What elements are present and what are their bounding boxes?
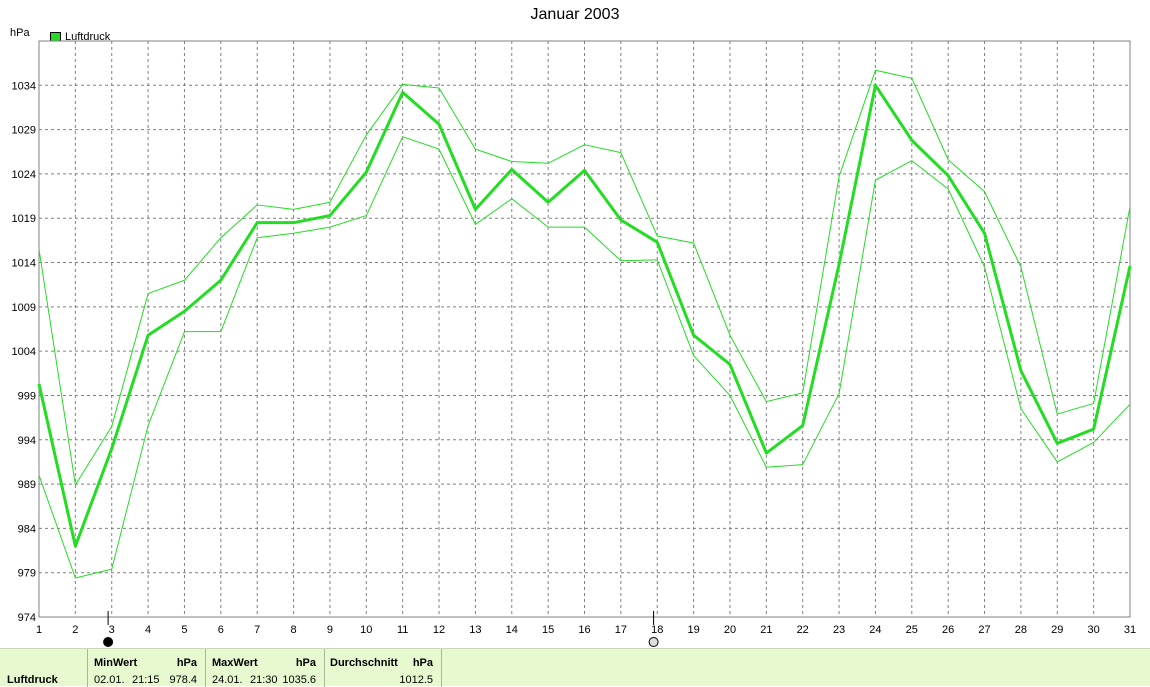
y-tick-label: 1009 [12, 302, 36, 314]
x-tick-label: 29 [1051, 624, 1063, 636]
series-line-max [38, 69, 1131, 486]
y-tick-label: 994 [18, 435, 36, 447]
avg-value: 1012.5 [399, 674, 433, 686]
max-unit: hPa [295, 657, 316, 669]
x-tick-label: 26 [942, 624, 954, 636]
y-tick-label: 1034 [12, 80, 36, 92]
y-tick-label: 989 [18, 479, 36, 491]
x-tick-label: 27 [978, 624, 990, 636]
min-value: 978.4 [169, 674, 197, 686]
x-tick-label: 2 [72, 624, 78, 636]
x-tick-label: 21 [760, 624, 772, 636]
chart-title: Januar 2003 [530, 6, 620, 23]
min-unit: hPa [176, 657, 197, 669]
full-moon-icon [103, 637, 114, 647]
footer-series-label: Luftdruck [7, 674, 58, 686]
x-tick-label: 7 [254, 624, 260, 636]
x-tick-label: 8 [291, 624, 297, 636]
x-tick-label: 9 [327, 624, 333, 636]
x-tick-label: 5 [181, 624, 187, 636]
summary-footer: Luftdruck MinWert hPa 02.01. 21:15 978.4… [0, 648, 1150, 687]
y-tick-label: 1014 [12, 258, 36, 270]
max-header: MaxWert [212, 657, 258, 669]
x-tick-label: 25 [906, 624, 918, 636]
y-tick-label: 979 [18, 568, 36, 580]
x-tick-label: 4 [145, 624, 151, 636]
x-tick-label: 10 [360, 624, 372, 636]
x-tick-label: 16 [578, 624, 590, 636]
footer-series-cell: Luftdruck [0, 649, 88, 687]
x-tick-label: 19 [687, 624, 699, 636]
min-date: 02.01. [94, 674, 125, 686]
y-tick-label: 1019 [12, 213, 36, 225]
series-line-mean [37, 83, 1132, 548]
series-line-min [38, 136, 1131, 579]
min-header: MinWert [94, 657, 138, 669]
legend-label: Luftdruck [65, 31, 111, 43]
x-tick-label: 14 [506, 624, 518, 636]
x-tick-label: 6 [218, 624, 224, 636]
chart-plot: 9749799849899949991004100910141019102410… [12, 40, 1136, 647]
avg-header: Durchschnitt [330, 657, 398, 669]
min-time: 21:15 [132, 674, 160, 686]
footer-max-cell: MaxWert hPa 24.01. 21:30 1035.6 [206, 649, 325, 687]
x-tick-label: 24 [869, 624, 881, 636]
y-axis-unit: hPa [10, 27, 30, 39]
x-tick-label: 11 [397, 624, 408, 636]
x-tick-label: 18 [651, 624, 663, 636]
footer-avg-cell: Durchschnitt hPa 1012.5 [325, 649, 442, 687]
x-tick-label: 23 [833, 624, 845, 636]
x-tick-label: 1 [36, 624, 42, 636]
y-tick-label: 984 [18, 523, 36, 535]
footer-min-cell: MinWert hPa 02.01. 21:15 978.4 [88, 649, 206, 687]
x-tick-label: 17 [615, 624, 627, 636]
x-tick-label: 28 [1015, 624, 1027, 636]
max-value: 1035.6 [282, 674, 316, 686]
x-tick-label: 31 [1124, 624, 1136, 636]
y-tick-label: 999 [18, 390, 36, 402]
max-date: 24.01. [212, 674, 243, 686]
x-tick-label: 13 [469, 624, 481, 636]
x-tick-label: 22 [797, 624, 809, 636]
x-tick-label: 15 [542, 624, 554, 636]
x-tick-label: 3 [109, 624, 115, 636]
y-tick-label: 974 [18, 612, 36, 624]
max-time: 21:30 [250, 674, 278, 686]
y-tick-label: 1004 [12, 346, 36, 358]
x-tick-label: 12 [433, 624, 445, 636]
y-tick-label: 1024 [12, 169, 36, 181]
new-moon-icon [648, 637, 659, 647]
avg-unit: hPa [412, 657, 433, 669]
x-tick-label: 20 [724, 624, 736, 636]
x-tick-label: 30 [1088, 624, 1100, 636]
y-tick-label: 1029 [12, 125, 36, 137]
